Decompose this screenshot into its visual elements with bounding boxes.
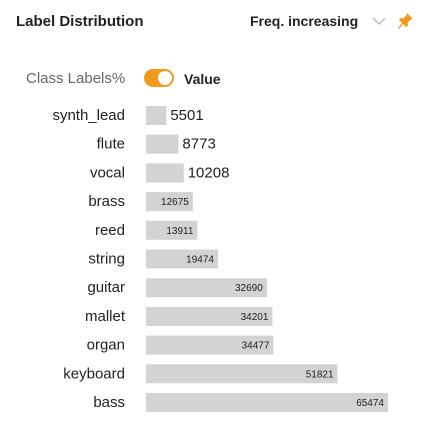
bar-value-label: 65474 <box>356 398 384 409</box>
category-label: brass <box>88 193 125 210</box>
bar-value-label: 5501 <box>170 107 203 124</box>
category-label: vocal <box>90 164 125 181</box>
bar-value-label: 8773 <box>182 136 215 153</box>
chevron-down-icon[interactable] <box>372 15 386 27</box>
sort-order-select[interactable]: Freq. increasing <box>250 13 359 29</box>
class-labels-percent-label: Class Labels% <box>26 70 126 87</box>
category-label: guitar <box>87 279 125 296</box>
bar[interactable] <box>146 192 193 212</box>
bar[interactable] <box>146 278 267 298</box>
category-label: organ <box>87 337 125 354</box>
pin-icon[interactable] <box>398 12 414 30</box>
bar-value-label: 13911 <box>166 226 194 237</box>
bar[interactable] <box>146 134 179 154</box>
category-label: flute <box>97 136 125 153</box>
category-label: mallet <box>85 308 126 325</box>
bar-value-label: 32690 <box>235 283 263 294</box>
bar[interactable] <box>146 335 274 355</box>
category-label: reed <box>95 222 125 239</box>
bar[interactable] <box>146 364 338 384</box>
bar[interactable] <box>146 106 167 125</box>
panel-title: Label Distribution <box>16 13 144 30</box>
bar-value-label: 34201 <box>241 312 269 323</box>
percent-value-toggle[interactable] <box>144 69 174 87</box>
bar-value-label: 19474 <box>186 255 214 266</box>
bar-value-label: 10208 <box>188 164 230 181</box>
category-label: synth_lead <box>52 107 125 124</box>
label-distribution-chart: synth_lead 5501 flute 8773 vocal 10208 brass 12… <box>52 106 388 412</box>
bar[interactable] <box>146 163 184 183</box>
bar-value-label: 12675 <box>161 197 189 208</box>
bar-value-label: 34477 <box>242 341 270 352</box>
category-label: keyboard <box>63 365 125 382</box>
bar[interactable] <box>146 220 198 240</box>
value-label: Value <box>184 71 221 87</box>
bar-value-label: 51821 <box>306 369 334 380</box>
bar[interactable] <box>146 306 273 326</box>
toggle-knob <box>158 71 172 85</box>
panel-header: Label Distribution Freq. increasing <box>0 0 435 46</box>
display-mode-controls: Class Labels% Value <box>0 64 435 92</box>
bar[interactable] <box>146 249 218 269</box>
category-label: bass <box>93 394 125 411</box>
category-label: string <box>88 251 125 268</box>
bar[interactable] <box>146 393 388 412</box>
